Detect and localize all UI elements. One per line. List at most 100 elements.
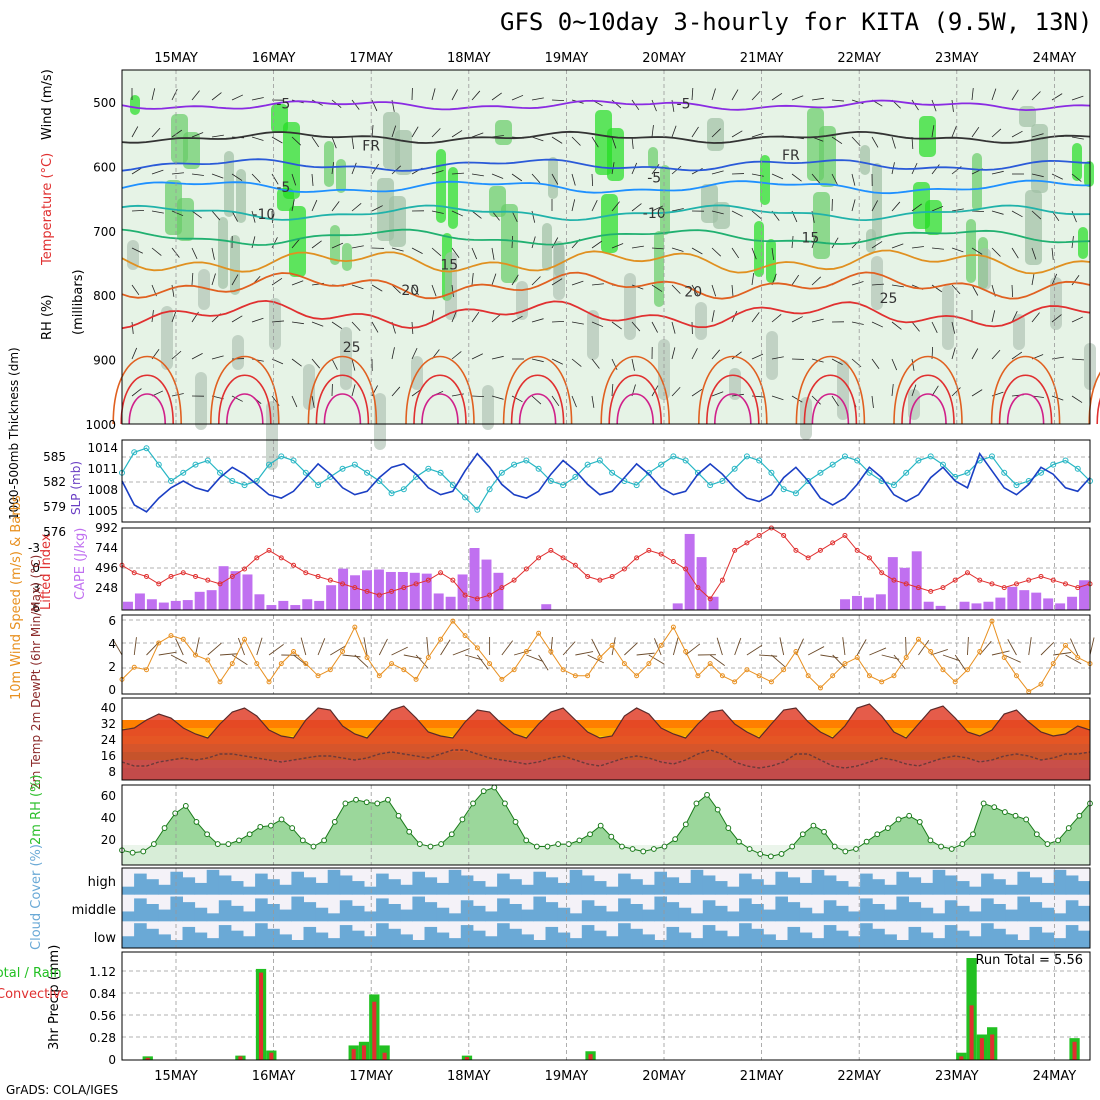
rh-region — [913, 182, 930, 229]
wind-barb — [311, 136, 320, 148]
isotherm-loop — [210, 355, 280, 425]
cloud-cell — [956, 930, 970, 948]
ylabel-slp: SLP (mb) — [69, 461, 83, 515]
cloud-cell — [158, 884, 171, 895]
precip-conv-bar — [959, 1056, 964, 1060]
cape-bar — [266, 605, 277, 610]
wind-barb — [1011, 284, 1014, 298]
wind-barb — [131, 388, 142, 397]
isotherm-loop — [901, 374, 955, 425]
rh-region — [760, 155, 770, 205]
cloud-cell — [158, 934, 171, 948]
cape-bar — [254, 594, 265, 610]
rh-region — [660, 165, 670, 235]
wind-barb — [491, 395, 504, 400]
thickness-point — [805, 478, 812, 484]
rh-region — [198, 269, 210, 310]
isotherm-loop — [706, 374, 760, 425]
wind-barb — [1071, 275, 1080, 286]
isotherm — [121, 158, 1091, 172]
cloud-cell — [666, 902, 680, 922]
surface-barb — [685, 643, 701, 656]
wind-speed-point — [254, 661, 260, 667]
wind-barb — [451, 130, 463, 138]
cloud-cell — [823, 900, 837, 922]
wind-speed-point — [609, 642, 615, 648]
wind-barb — [531, 318, 544, 323]
pressure-tick: 700 — [93, 225, 116, 239]
wind-barb — [631, 245, 644, 249]
cloud-cell — [848, 936, 861, 948]
cape-bar — [362, 570, 372, 610]
rh-tick: 40 — [101, 811, 116, 825]
cloud-cell — [327, 869, 341, 895]
rh-region — [972, 153, 982, 211]
wind-speed-point — [915, 636, 921, 642]
wind-barb — [911, 384, 917, 397]
cloud-cell — [255, 873, 268, 895]
wind-speed-point — [474, 645, 480, 651]
wind-barb — [711, 349, 721, 360]
rh-region — [1025, 190, 1042, 265]
wind-barb — [731, 210, 743, 217]
wind-barb — [1071, 210, 1077, 223]
thickness-point — [180, 469, 187, 476]
wind-barb — [891, 201, 901, 212]
surface-barb — [256, 637, 263, 656]
rh-point — [331, 819, 338, 825]
thickness-point — [388, 490, 395, 497]
cloud-cell — [243, 936, 256, 948]
cape-bar — [182, 600, 193, 610]
cloud-cell — [920, 907, 934, 922]
cloud-cell — [243, 886, 256, 895]
slp-tick: 1014 — [87, 441, 118, 455]
thickness-point — [903, 469, 910, 476]
wind-speed-point — [572, 673, 578, 679]
wind-speed-point — [156, 640, 162, 646]
wind-barb — [851, 321, 864, 325]
wind-barb — [1051, 247, 1054, 260]
wind-barb — [591, 200, 598, 212]
isotherm — [121, 130, 1091, 144]
cloud-cell — [327, 938, 341, 948]
cloud-cell — [388, 904, 401, 922]
thickness-point — [964, 469, 971, 476]
wind-barb — [951, 125, 957, 138]
lifted-point — [401, 585, 407, 591]
isotherm-loop — [510, 374, 565, 425]
wind-barb — [871, 283, 884, 286]
cloud-cell — [243, 911, 256, 922]
wind-barb — [731, 247, 740, 259]
wind-barb — [411, 247, 423, 254]
rh-point — [938, 843, 944, 850]
cloud-cell — [799, 882, 813, 895]
wind-speed-point — [352, 624, 358, 630]
wind-barb — [231, 395, 243, 402]
cloud-cell — [1041, 882, 1055, 895]
wind-barb — [671, 247, 684, 252]
wind-barb — [1031, 173, 1044, 178]
thickness-point — [168, 478, 175, 484]
wind-speed-point — [1013, 673, 1019, 679]
wind-barb — [1031, 210, 1042, 220]
rh-region — [860, 145, 870, 175]
wind-barb — [551, 278, 563, 286]
cloud-cell — [799, 907, 813, 922]
rh-point — [172, 810, 179, 817]
rh-region — [130, 95, 140, 115]
wind-barb — [511, 210, 518, 222]
cloud-cell — [472, 881, 486, 895]
wind-speed-point — [866, 673, 872, 679]
cape-bar — [242, 574, 253, 610]
thickness-point — [449, 482, 456, 489]
wind-barb — [651, 164, 660, 175]
rh-point — [1065, 825, 1072, 831]
cloud-cell — [158, 909, 171, 922]
wind-barb — [1011, 210, 1023, 218]
cloud-cell — [364, 936, 377, 948]
cape-bar — [481, 559, 492, 610]
rh-point — [1002, 809, 1008, 815]
surface-barb — [391, 646, 408, 656]
surface-barb — [363, 637, 368, 656]
cloud-cell — [230, 930, 244, 948]
